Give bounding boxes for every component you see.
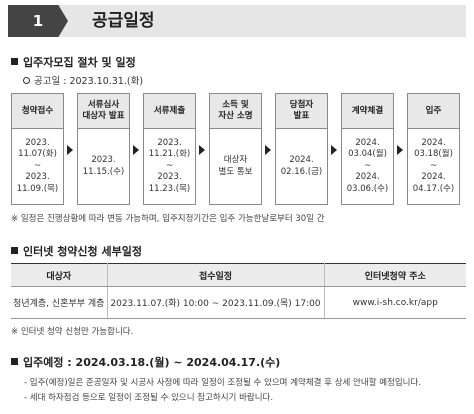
move-in-heading: 입주예정 : 2024.03.18.(월) ~ 2024.04.17.(수) — [11, 354, 280, 370]
step-label: 서류제출 — [144, 94, 195, 129]
step-label: 입주 — [408, 94, 459, 129]
table-header-row: 대상자 접수일정 인터넷청약 주소 — [11, 263, 466, 287]
announcement-date: 공고일 : 2023.10.31.(화) — [23, 73, 143, 87]
reception-period-cell: 2023.11.07.(화) 10:00 ~ 2023.11.09.(목) 17… — [106, 286, 324, 319]
square-bullet-icon — [11, 358, 18, 365]
step-document-submission: 서류제출 2023. 11.21.(화) ~ 2023. 11.23.(목) — [143, 93, 196, 205]
arrow-right-icon — [331, 145, 337, 155]
column-header: 대상자 — [11, 263, 107, 287]
section-title: 공급일정 — [92, 11, 155, 31]
online-note: ※ 인터넷 청약 신청만 가능합니다. — [11, 327, 134, 337]
step-contract: 계약체결 2024. 03.04(월) ~ 2024. 03.06.(수) — [341, 93, 394, 205]
step-move-in: 입주 2024. 03.18(월) ~ 2024. 04.17.(수) — [407, 93, 460, 205]
square-bullet-icon — [11, 247, 18, 254]
table-row: 청년계층, 신혼부부 계층 2023.11.07.(화) 10:00 ~ 202… — [11, 286, 466, 319]
step-label: 소득 및 자산 소명 — [210, 94, 261, 129]
step-label: 서류심사 대상자 발표 — [78, 94, 129, 129]
online-heading: 인터넷 청약신청 세부일정 — [11, 243, 142, 259]
target-group-cell: 청년계층, 신혼부부 계층 — [11, 286, 107, 319]
online-schedule-table: 대상자 접수일정 인터넷청약 주소 청년계층, 신혼부부 계층 2023.11.… — [11, 263, 466, 319]
step-winner-announcement: 당첨자 발표 2024. 02.16.(금) — [275, 93, 328, 205]
application-url-cell: www.i-sh.co.kr/app — [323, 286, 466, 319]
schedule-heading-text: 입주자모집 절차 및 일정 — [23, 56, 136, 69]
section-header: 1 공급일정 — [8, 5, 466, 37]
schedule-note: ※ 일정은 진행상황에 따라 변동 가능하며, 입주지정기간은 입주 가능한날로… — [11, 214, 325, 224]
step-document-screening: 서류심사 대상자 발표 2023. 11.15.(수) — [77, 93, 130, 205]
step-label: 청약접수 — [12, 94, 63, 129]
move-in-bullet: - 세대 하자점검 등으로 일정이 조정될 수 있으니 참고하시기 바랍니다. — [24, 393, 274, 403]
step-date: 대상자 별도 통보 — [218, 155, 253, 177]
step-label: 당첨자 발표 — [276, 94, 327, 129]
arrow-right-icon — [265, 145, 271, 155]
move-in-bullet: - 입주(예정)일은 준공일자 및 시공사 사정에 따라 일정이 조정될 수 있… — [24, 378, 422, 388]
arrow-right-icon — [397, 145, 403, 155]
column-header: 인터넷청약 주소 — [323, 263, 466, 287]
process-steps: 청약접수 2023. 11.07(화) ~ 2023. 11.09.(목) 서류… — [11, 93, 463, 205]
step-date: 2023. 11.07(화) ~ 2023. 11.09.(목) — [16, 137, 59, 194]
section-header-background — [8, 5, 466, 37]
step-date: 2024. 03.18(월) ~ 2024. 04.17.(수) — [412, 137, 455, 194]
column-header: 접수일정 — [106, 263, 324, 287]
online-heading-text: 인터넷 청약신청 세부일정 — [23, 245, 142, 258]
step-date: 2023. 11.15.(수) — [82, 155, 125, 177]
step-date: 2024. 03.04(월) ~ 2024. 03.06.(수) — [346, 137, 389, 194]
arrow-right-icon — [133, 145, 139, 155]
schedule-heading: 입주자모집 절차 및 일정 — [11, 54, 136, 70]
arrow-right-icon — [67, 145, 73, 155]
square-bullet-icon — [11, 58, 18, 65]
move-in-heading-text: 입주예정 : 2024.03.18.(월) ~ 2024.04.17.(수) — [23, 356, 281, 369]
step-income-asset-verification: 소득 및 자산 소명 대상자 별도 통보 — [209, 93, 262, 205]
section-number: 1 — [8, 5, 68, 37]
announcement-date-text: 공고일 : 2023.10.31.(화) — [34, 76, 144, 87]
step-date: 2023. 11.21.(화) ~ 2023. 11.23.(목) — [148, 137, 191, 194]
step-date: 2024. 02.16.(금) — [280, 155, 323, 177]
arrow-right-icon — [199, 145, 205, 155]
circle-bullet-icon — [23, 77, 30, 84]
step-application: 청약접수 2023. 11.07(화) ~ 2023. 11.09.(목) — [11, 93, 64, 205]
step-label: 계약체결 — [342, 94, 393, 129]
